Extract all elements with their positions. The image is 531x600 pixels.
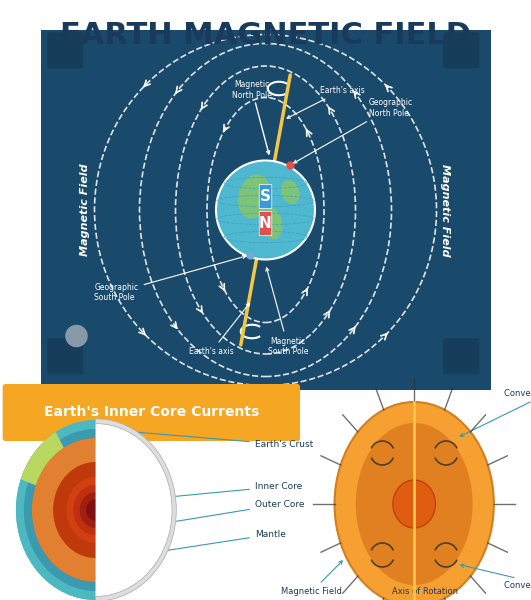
FancyBboxPatch shape	[443, 32, 479, 68]
Text: Geographic
North Pole: Geographic North Pole	[294, 98, 413, 163]
Text: S: S	[260, 188, 271, 203]
Text: Magnetic
South Pole: Magnetic South Pole	[266, 268, 309, 356]
Circle shape	[86, 499, 105, 521]
FancyBboxPatch shape	[443, 338, 479, 374]
Ellipse shape	[335, 402, 494, 600]
Text: Magnetic
North Pole: Magnetic North Pole	[232, 80, 272, 154]
Ellipse shape	[281, 180, 299, 204]
Circle shape	[80, 492, 112, 528]
Wedge shape	[96, 419, 176, 600]
Text: Magnetic Field: Magnetic Field	[81, 164, 90, 256]
Ellipse shape	[262, 208, 282, 239]
Circle shape	[32, 438, 159, 582]
FancyBboxPatch shape	[3, 384, 300, 441]
Circle shape	[66, 477, 125, 543]
Circle shape	[53, 462, 138, 558]
Text: N: N	[259, 215, 272, 230]
Text: Outer Core: Outer Core	[102, 500, 304, 535]
Text: Earth's axis: Earth's axis	[287, 86, 364, 118]
FancyBboxPatch shape	[47, 32, 83, 68]
Text: Earth's Inner Core Currents: Earth's Inner Core Currents	[44, 405, 259, 419]
Text: Magnetic Field: Magnetic Field	[441, 164, 450, 256]
Ellipse shape	[238, 175, 270, 218]
Text: Geographic
South Pole: Geographic South Pole	[95, 256, 246, 302]
Text: Mantle: Mantle	[102, 530, 286, 562]
Text: Convection Currents: Convection Currents	[460, 389, 531, 436]
Wedge shape	[24, 429, 96, 591]
Text: EARTH MAGNETIC FIELD: EARTH MAGNETIC FIELD	[60, 21, 471, 50]
Circle shape	[65, 325, 88, 347]
Circle shape	[216, 160, 315, 259]
Text: Earth's axis: Earth's axis	[189, 303, 250, 356]
Ellipse shape	[356, 423, 473, 585]
Circle shape	[73, 485, 118, 535]
Wedge shape	[32, 438, 96, 582]
Wedge shape	[21, 432, 96, 510]
FancyBboxPatch shape	[47, 338, 83, 374]
Wedge shape	[16, 420, 96, 600]
Text: Convection Currents: Convection Currents	[460, 564, 531, 590]
Text: Magnetic Field: Magnetic Field	[281, 561, 342, 596]
Text: Axis of Rotation: Axis of Rotation	[392, 587, 458, 595]
Circle shape	[393, 480, 435, 528]
Text: Inner Core: Inner Core	[100, 482, 302, 505]
Wedge shape	[16, 420, 96, 600]
FancyBboxPatch shape	[259, 211, 272, 236]
FancyBboxPatch shape	[34, 23, 497, 397]
Wedge shape	[96, 419, 176, 600]
Text: Earth's Crust: Earth's Crust	[102, 428, 313, 449]
FancyBboxPatch shape	[259, 184, 272, 209]
